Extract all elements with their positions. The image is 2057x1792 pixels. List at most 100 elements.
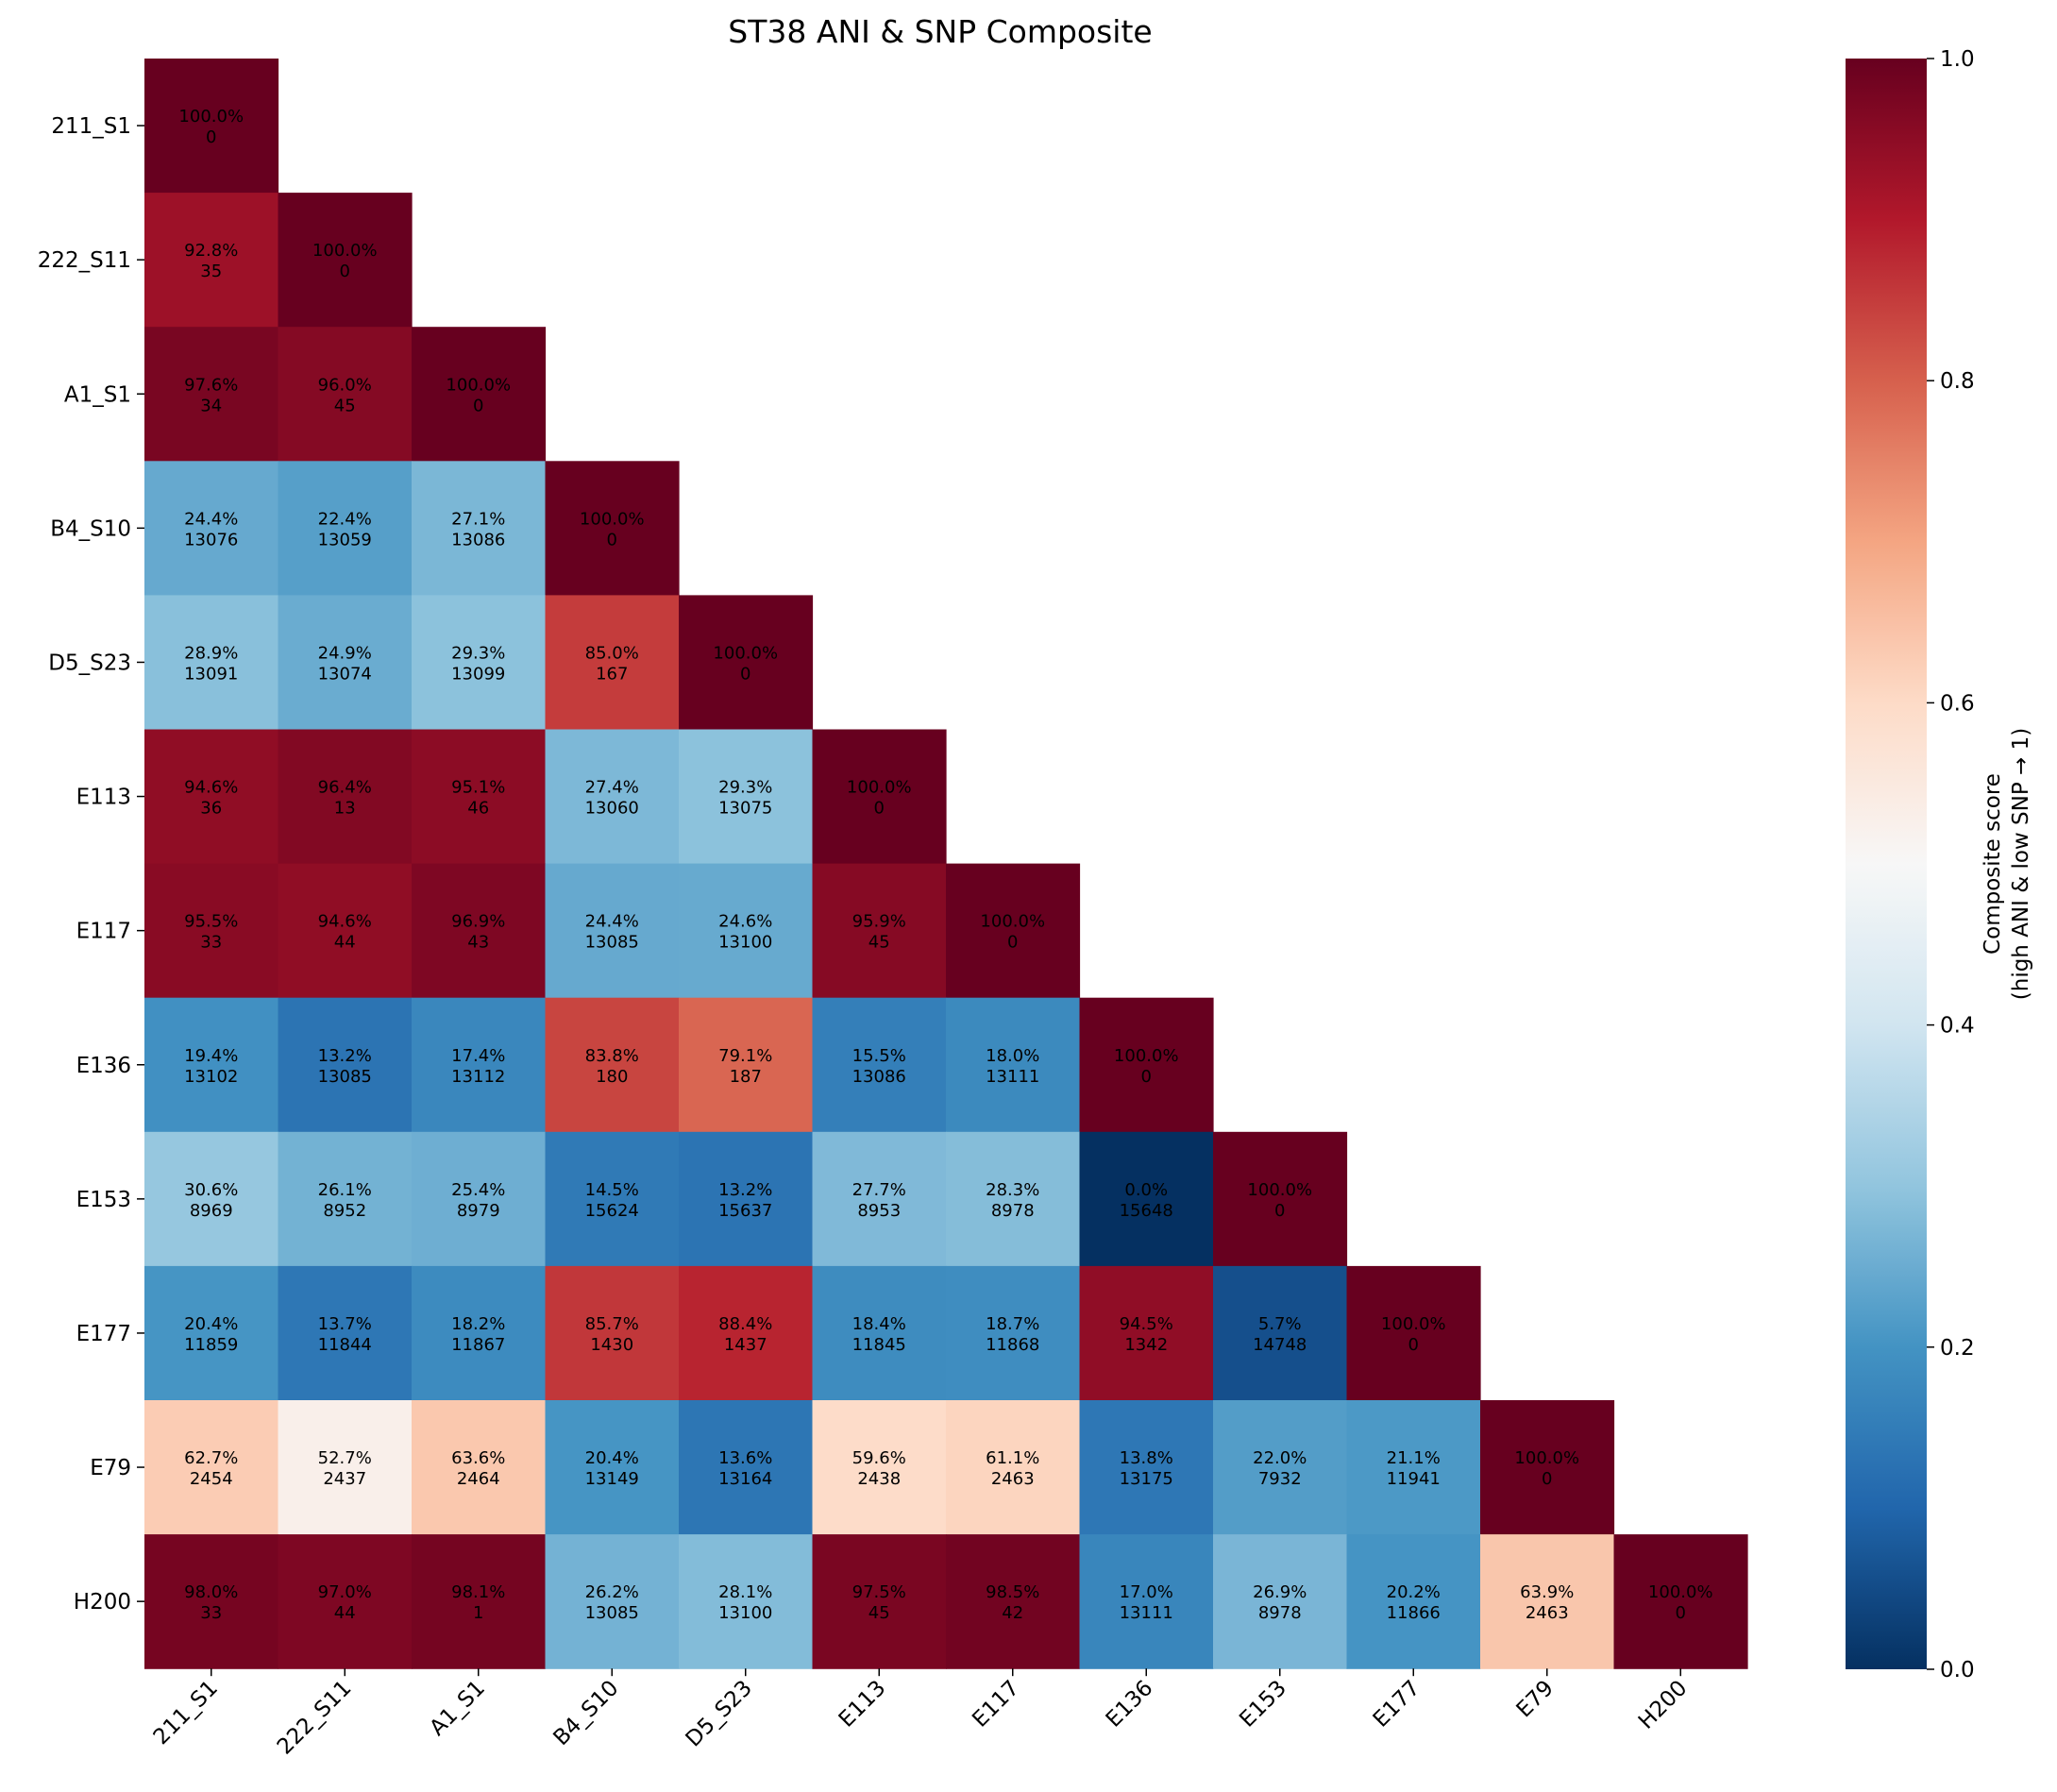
heatmap-cell: 100.0%0 (1346, 1265, 1481, 1401)
cell-percent-label: 26.1% (318, 1180, 372, 1200)
cell-percent-label: 100.0% (713, 643, 778, 663)
heatmap-cell: 20.4%11859 (144, 1265, 279, 1401)
cell-snp-label: 13091 (184, 664, 238, 684)
heatmap-cell: 97.6%34 (144, 327, 279, 462)
y-tick-label: E113 (76, 786, 131, 810)
heatmap-cell: 94.6%44 (278, 863, 413, 999)
heatmap-cell: 88.4%1437 (679, 1265, 814, 1401)
cell-percent-label: 100.0% (1514, 1448, 1579, 1468)
cell-snp-label: 33 (200, 1603, 222, 1623)
heatmap-cell: 100.0%0 (278, 193, 413, 328)
heatmap-cell: 19.4%13102 (144, 997, 279, 1133)
heatmap-cell: 100.0%0 (545, 461, 680, 596)
cell-snp-label: 14748 (1253, 1335, 1307, 1355)
cell-percent-label: 100.0% (1648, 1582, 1713, 1602)
cell-percent-label: 17.4% (451, 1046, 505, 1066)
cell-rect (144, 1400, 279, 1535)
heatmap-cell: 5.7%14748 (1213, 1265, 1348, 1401)
cell-snp-label: 0 (874, 799, 885, 819)
cell-snp-label: 0 (1007, 933, 1018, 953)
heatmap-cell: 100.0%0 (1480, 1400, 1615, 1535)
cell-rect (278, 461, 413, 596)
y-axis-ticks: 211_S1 222_S11 A1_S1 B4_S10 D5_S23 E113 E117 E1… (38, 114, 144, 1614)
cell-snp-label: 46 (467, 799, 489, 819)
cell-percent-label: 100.0% (1247, 1180, 1312, 1200)
cell-snp-label: 0 (206, 127, 216, 147)
x-tick-label: E117 (968, 1676, 1024, 1733)
cell-rect (679, 997, 814, 1133)
x-tick-label: D5_S23 (682, 1676, 757, 1751)
cell-snp-label: 13111 (1120, 1603, 1173, 1623)
cell-snp-label: 11844 (318, 1335, 372, 1355)
heatmap-cell: 94.6%36 (144, 729, 279, 865)
y-tick-label: B4_S10 (50, 516, 131, 541)
cell-rect (412, 997, 547, 1133)
cell-percent-label: 18.0% (986, 1046, 1039, 1066)
cell-percent-label: 15.5% (852, 1046, 906, 1066)
cell-rect (278, 997, 413, 1133)
cell-percent-label: 97.0% (318, 1582, 372, 1602)
cell-snp-label: 13074 (318, 664, 372, 684)
cell-snp-label: 11859 (184, 1335, 238, 1355)
heatmap-cell: 85.0%167 (545, 595, 680, 731)
chart-title: ST38 ANI & SNP Composite (728, 13, 1152, 50)
cell-rect (1480, 1400, 1615, 1535)
cell-percent-label: 85.7% (585, 1314, 639, 1334)
cell-snp-label: 13085 (585, 1603, 639, 1623)
x-tick-label: E79 (1512, 1676, 1559, 1722)
heatmap-cell: 63.9%2463 (1480, 1534, 1615, 1669)
cell-snp-label: 8953 (857, 1201, 901, 1221)
cell-rect (1346, 1265, 1481, 1401)
heatmap-cell: 100.0%0 (812, 729, 947, 865)
cell-percent-label: 100.0% (980, 912, 1045, 932)
cell-snp-label: 8978 (1258, 1603, 1302, 1623)
cell-snp-label: 13099 (451, 664, 505, 684)
cell-snp-label: 2454 (190, 1469, 233, 1489)
cell-snp-label: 187 (730, 1067, 762, 1087)
cell-snp-label: 0 (1274, 1201, 1285, 1221)
cell-rect (679, 1265, 814, 1401)
cell-rect (545, 1534, 680, 1669)
heatmap-cell: 62.7%2454 (144, 1400, 279, 1535)
cell-rect (412, 1131, 547, 1267)
cell-percent-label: 28.3% (986, 1180, 1039, 1200)
cell-rect (144, 327, 279, 462)
heatmap-cell: 96.0%45 (278, 327, 413, 462)
cell-percent-label: 95.9% (852, 912, 906, 932)
cell-percent-label: 63.9% (1520, 1582, 1574, 1602)
cell-snp-label: 0 (740, 664, 750, 684)
cell-rect (545, 863, 680, 999)
cell-percent-label: 97.6% (184, 375, 238, 395)
heatmap-cell: 52.7%2437 (278, 1400, 413, 1535)
cell-rect (679, 863, 814, 999)
heatmap-cell: 63.6%2464 (412, 1400, 547, 1535)
colorbar-tick-label: 0.2 (1940, 1336, 1975, 1361)
cell-percent-label: 95.5% (184, 912, 238, 932)
cell-percent-label: 100.0% (580, 509, 645, 529)
cell-rect (278, 1534, 413, 1669)
heatmap-cell: 92.8%35 (144, 193, 279, 328)
y-tick-label: E136 (76, 1054, 131, 1078)
cell-rect (946, 997, 1081, 1133)
colorbar-gradient (1846, 59, 1927, 1669)
y-tick-label: A1_S1 (64, 382, 131, 407)
colorbar-label-line1: Composite score (1981, 773, 2005, 955)
cell-rect (1346, 1400, 1481, 1535)
cell-rect (278, 1400, 413, 1535)
cell-percent-label: 100.0% (446, 375, 511, 395)
heatmap-cell: 13.7%11844 (278, 1265, 413, 1401)
cell-snp-label: 13085 (585, 933, 639, 953)
cell-rect (545, 1131, 680, 1267)
cell-rect (144, 1534, 279, 1669)
cell-snp-label: 13085 (318, 1067, 372, 1087)
cell-snp-label: 8978 (991, 1201, 1035, 1221)
colorbar-tick-label: 0.6 (1940, 691, 1975, 716)
cell-snp-label: 180 (596, 1067, 628, 1087)
cell-percent-label: 20.4% (585, 1448, 639, 1468)
heatmap-cell: 17.0%13111 (1079, 1534, 1214, 1669)
cell-percent-label: 100.0% (312, 241, 378, 261)
heatmap-cell: 26.2%13085 (545, 1534, 680, 1669)
heatmap-cell: 24.9%13074 (278, 595, 413, 731)
heatmap-cell: 59.6%2438 (812, 1400, 947, 1535)
cell-rect (412, 461, 547, 596)
